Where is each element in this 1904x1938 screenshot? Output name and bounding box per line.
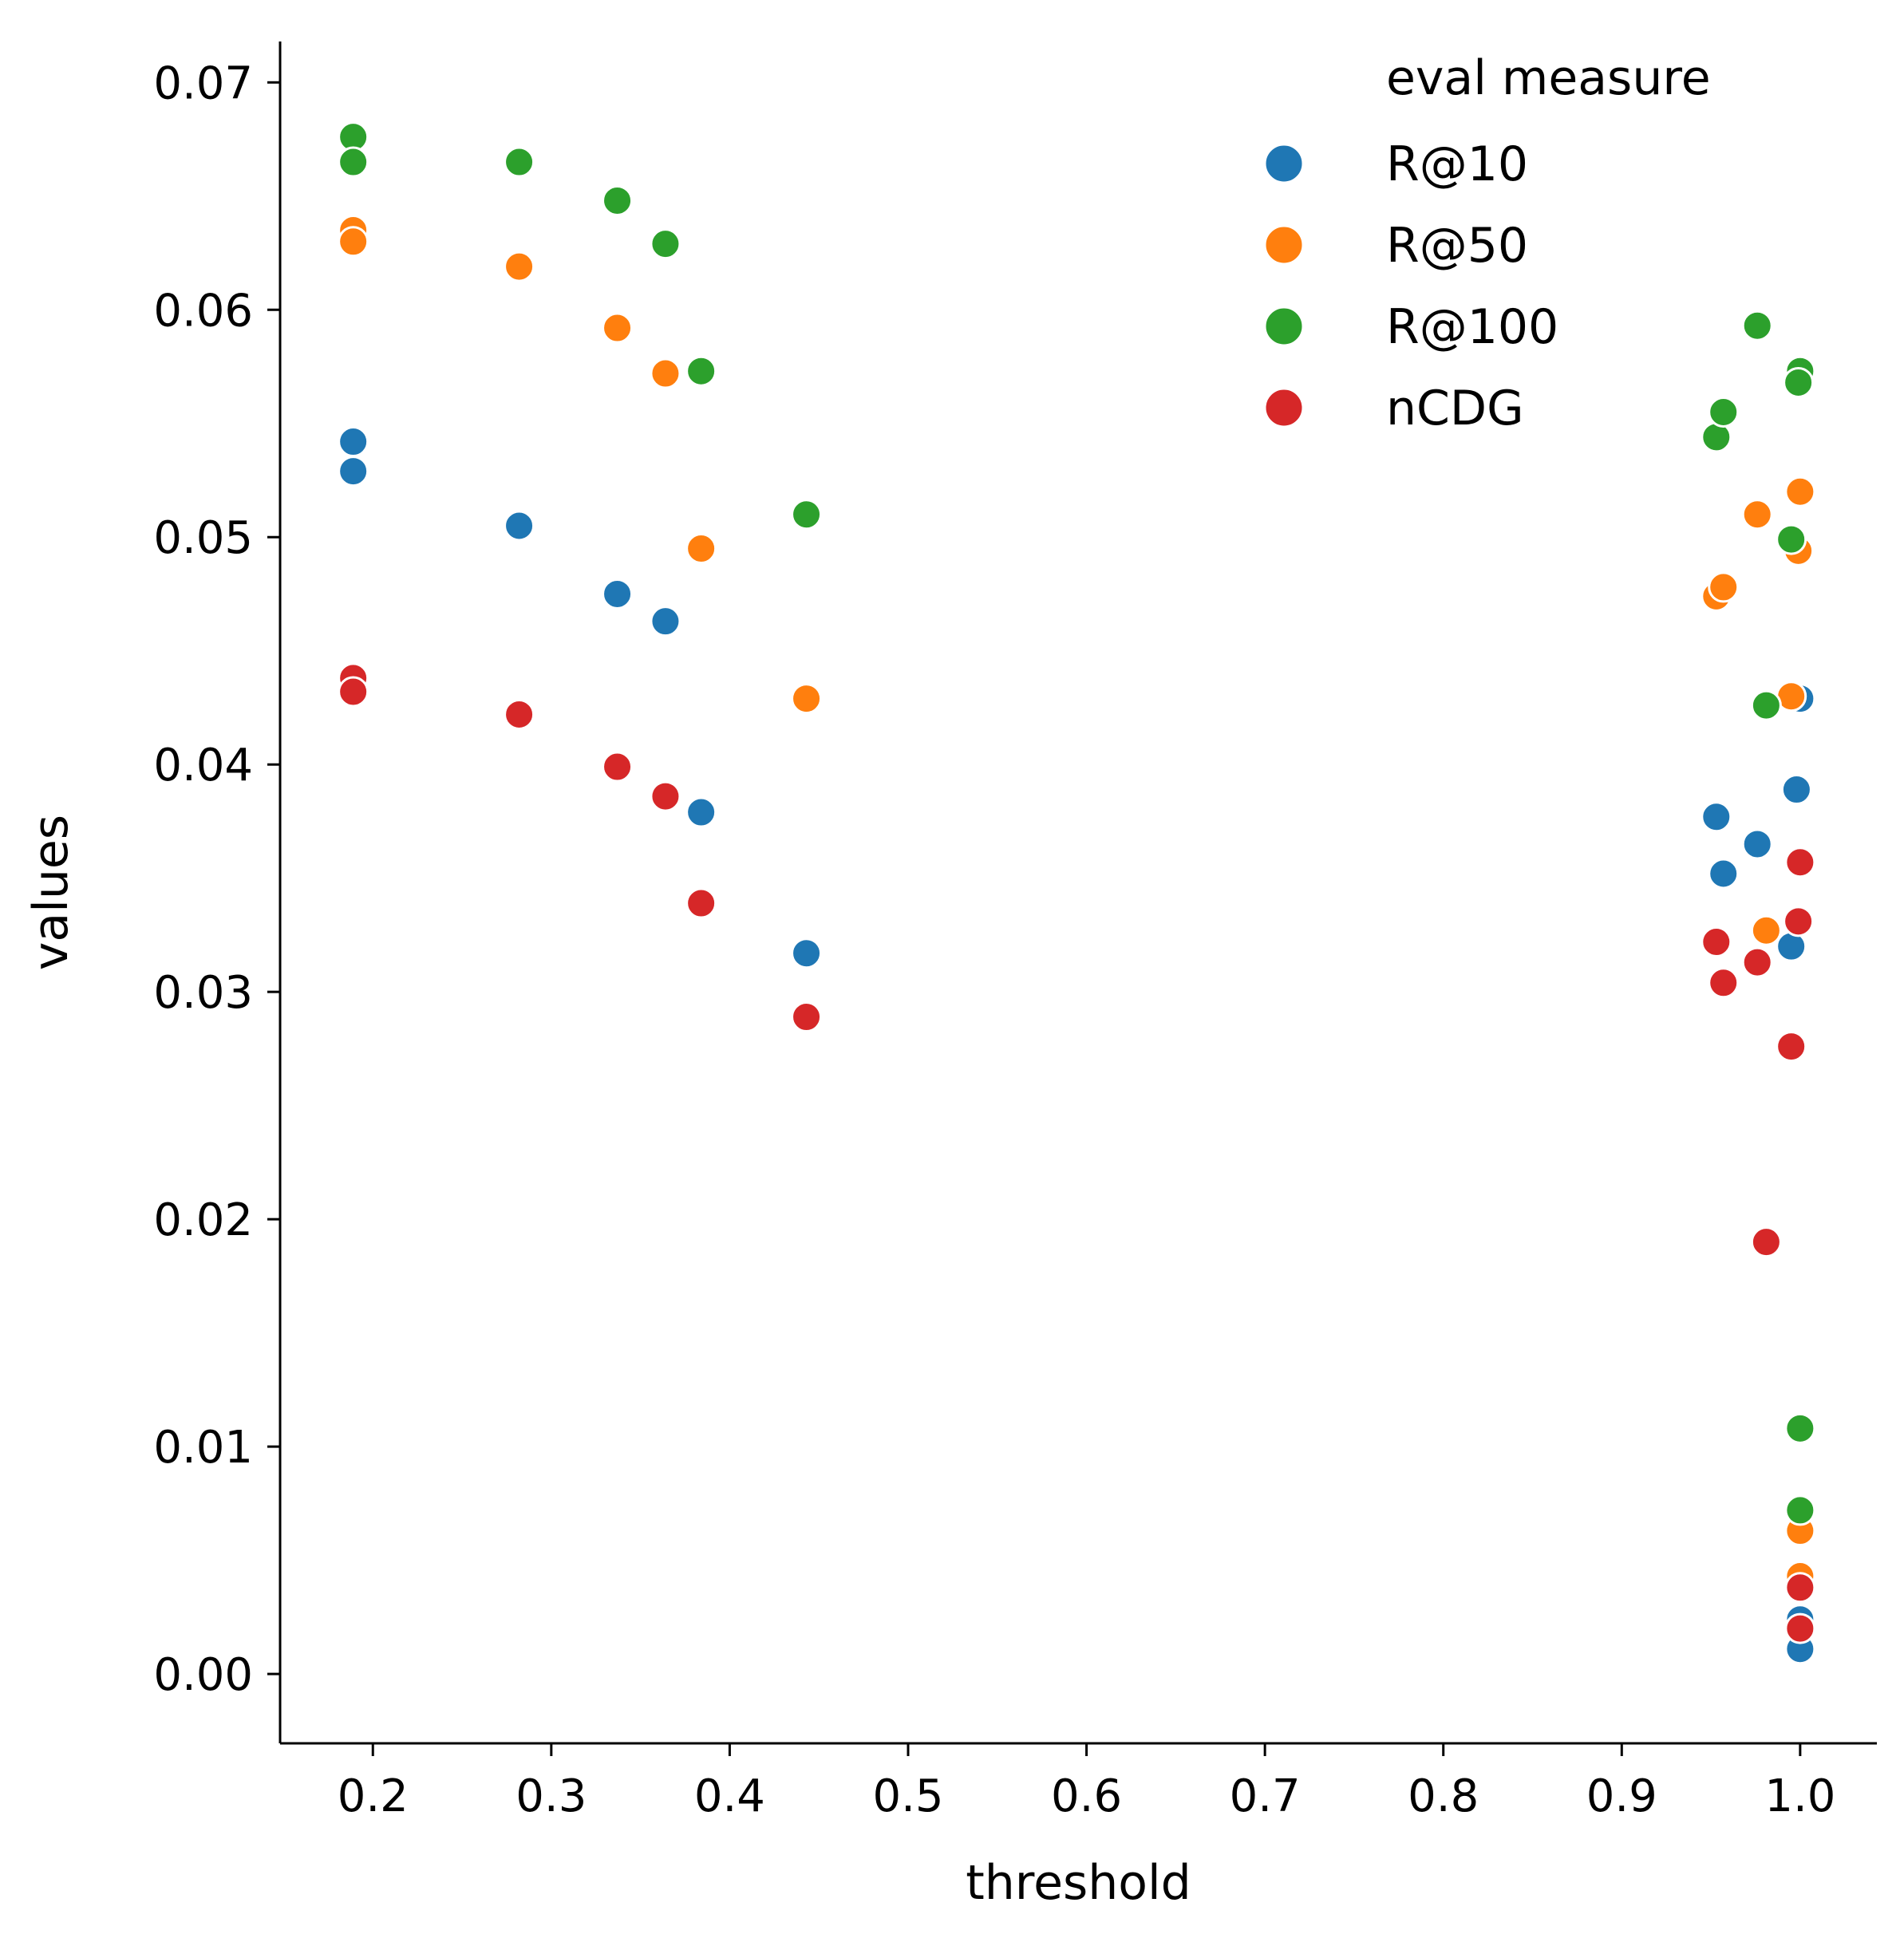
point-r-100 <box>791 499 823 531</box>
legend-marker-ncdg <box>1263 387 1305 428</box>
point-r-50 <box>1750 914 1782 946</box>
point-r-100 <box>1750 689 1782 721</box>
point-r-10 <box>1701 801 1732 833</box>
point-r-100 <box>1784 1412 1816 1444</box>
point-r-100 <box>602 184 634 216</box>
x-tick-label: 0.8 <box>1408 1770 1479 1822</box>
point-r-100 <box>1783 366 1815 398</box>
point-r-50 <box>1784 476 1816 507</box>
legend-label-r-10: R@10 <box>1386 136 1528 192</box>
point-r-10 <box>650 606 681 637</box>
point-r-50 <box>1741 499 1773 531</box>
point-ncdg <box>1701 926 1732 957</box>
legend-marker-r-100 <box>1263 306 1305 347</box>
point-r-10 <box>1708 858 1740 890</box>
point-ncdg <box>1783 906 1815 937</box>
point-r-50 <box>685 532 717 564</box>
point-r-50 <box>1708 571 1740 603</box>
point-r-50 <box>338 226 369 258</box>
y-tick-label: 0.05 <box>153 512 253 564</box>
y-tick-label: 0.02 <box>153 1194 253 1246</box>
point-r-100 <box>504 146 535 178</box>
x-axis-label: threshold <box>966 1855 1191 1911</box>
point-r-10 <box>791 937 823 969</box>
legend-title: eval measure <box>1386 50 1711 106</box>
point-ncdg <box>338 676 369 708</box>
x-tick-label: 1.0 <box>1764 1770 1835 1822</box>
point-r-10 <box>1780 774 1812 806</box>
x-tick-label: 0.3 <box>516 1770 587 1822</box>
point-ncdg <box>1741 946 1773 978</box>
point-r-10 <box>1741 828 1773 860</box>
point-r-100 <box>1784 1494 1816 1526</box>
point-r-100 <box>1776 523 1807 555</box>
point-ncdg <box>1750 1226 1782 1258</box>
legend-label-r-50: R@50 <box>1386 218 1528 274</box>
point-r-100 <box>650 228 681 260</box>
legend-label-r-100: R@100 <box>1386 299 1558 355</box>
point-r-50 <box>602 312 634 344</box>
point-r-50 <box>504 251 535 282</box>
x-tick-label: 0.9 <box>1586 1770 1657 1822</box>
plot-area <box>338 121 1816 1665</box>
point-r-10 <box>602 578 634 610</box>
x-tick-label: 0.7 <box>1230 1770 1301 1822</box>
legend-items: R@10 R@50 R@100 nCDG <box>1263 136 1558 436</box>
x-tick-label: 0.5 <box>872 1770 943 1822</box>
point-ncdg <box>602 751 634 783</box>
point-r-100 <box>338 146 369 178</box>
point-ncdg <box>1784 847 1816 878</box>
legend-label-ncdg: nCDG <box>1386 381 1524 436</box>
y-tick-label: 0.04 <box>153 740 253 791</box>
point-ncdg <box>1784 1612 1816 1644</box>
point-r-100 <box>1708 397 1740 428</box>
x-tick-label: 0.2 <box>338 1770 409 1822</box>
point-r-10 <box>685 796 717 828</box>
y-axis-label: values <box>23 815 79 970</box>
point-r-10 <box>504 510 535 542</box>
x-tick-label: 0.4 <box>694 1770 765 1822</box>
point-r-10 <box>338 456 369 487</box>
point-r-50 <box>791 683 823 715</box>
y-tick-label: 0.01 <box>153 1422 253 1474</box>
y-tick-label: 0.07 <box>153 57 253 109</box>
x-tick-label: 0.6 <box>1051 1770 1122 1822</box>
y-tick-label: 0.06 <box>153 285 253 337</box>
point-ncdg <box>791 1001 823 1033</box>
y-tick-label: 0.00 <box>153 1649 253 1701</box>
y-ticks: 0.00 0.01 0.02 0.03 0.04 0.05 0.06 0.07 <box>153 57 280 1701</box>
legend-marker-r-50 <box>1263 224 1305 266</box>
point-ncdg <box>685 887 717 919</box>
legend: eval measure R@10 R@50 R@100 nCDG <box>1263 50 1711 436</box>
axes <box>278 41 1877 1745</box>
point-r-100 <box>685 355 717 387</box>
x-ticks: 0.2 0.3 0.4 0.5 0.6 0.7 0.8 0.9 1.0 <box>338 1743 1835 1822</box>
point-ncdg <box>650 780 681 812</box>
point-r-10 <box>338 426 369 458</box>
point-ncdg <box>1776 1031 1807 1063</box>
point-r-50 <box>650 357 681 389</box>
legend-marker-r-10 <box>1263 143 1305 184</box>
point-ncdg <box>1784 1572 1816 1604</box>
point-ncdg <box>1708 967 1740 999</box>
y-tick-label: 0.03 <box>153 967 253 1019</box>
point-r-100 <box>1741 310 1773 341</box>
point-ncdg <box>504 699 535 731</box>
